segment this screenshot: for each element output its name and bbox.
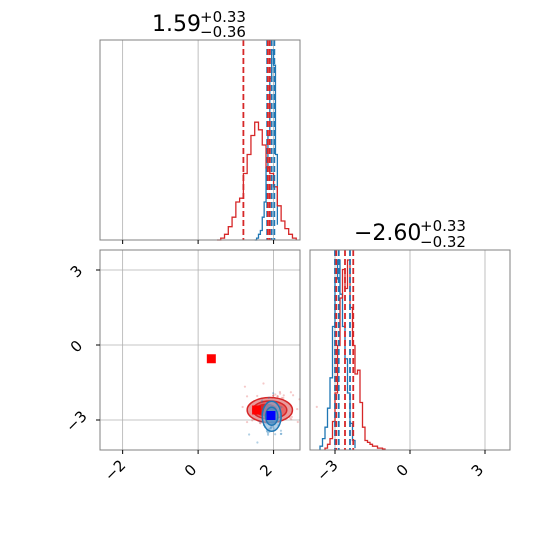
blue-scatter-point [248,433,251,436]
p1-hist-series-1 [216,121,297,241]
blue-scatter-point [279,432,282,436]
blue-scatter-point [279,429,283,432]
joint-y-tick-label: 0 [67,337,86,356]
red-scatter-point [241,405,244,409]
truth-marker [206,354,216,364]
param1-title-value: 1.59 [152,12,201,37]
joint-x-tick-label: −2 [101,456,129,484]
joint-x-tick-label: 0 [181,461,200,480]
p2-hist-series-1 [324,259,386,450]
blue-scatter-point [266,430,269,433]
blue-scatter-point [267,396,270,399]
blue-scatter-point [260,400,263,404]
red-scatter-point [296,407,299,411]
param1-title-sub: −0.36 [200,23,246,41]
red-scatter-point [315,405,318,409]
red-scatter-point [276,395,279,398]
blue-scatter-point [274,433,277,436]
blue-scatter-point [256,441,259,444]
p2-x-tick-label: 0 [393,461,412,480]
red-scatter-point [274,393,277,396]
blue-scatter-point [272,392,275,395]
param1-title: 1.59 [152,12,201,37]
red-scatter-point [279,392,282,395]
red-scatter-point [296,420,299,424]
red-scatter-point [282,394,285,397]
blue-scatter-point [280,406,283,409]
param2-title-sup: +0.33 [420,217,466,235]
red-scatter-point [251,419,254,422]
red-scatter-point [290,418,293,421]
param1-histogram-panel [99,39,301,244]
red-scatter-point [272,394,275,397]
joint-x-tick-label: 2 [256,461,275,480]
param2-histogram-panel: −3 0 3 [309,249,511,485]
red-scatter-point [290,415,293,419]
truth-marker [266,411,276,420]
red-scatter-point [276,395,279,398]
p2-x-tick-label: 3 [468,461,487,480]
p1-frame [99,39,301,241]
blue-scatter-point [266,432,270,435]
red-scatter-point [243,385,247,388]
red-scatter-point [262,382,265,385]
red-scatter-point [292,394,295,397]
red-scatter-point [289,391,292,394]
red-scatter-point [278,390,282,394]
param2-title: −2.60 [354,221,421,246]
red-scatter-point [245,420,249,424]
param1-title-sup: +0.33 [200,8,246,26]
joint-scatter-panel: −2 0 2 3 0 −3 [62,249,318,485]
blue-scatter-point [280,432,283,435]
blue-scatter-point [261,399,264,402]
joint-frame [99,249,301,451]
blue-scatter-point [258,420,261,423]
red-scatter-point [256,394,259,398]
red-scatter-point [259,422,262,425]
red-scatter-point [245,395,249,398]
param2-title-value: −2.60 [354,221,421,246]
truth-marker [252,405,262,415]
blue-scatter-point [266,433,270,436]
red-scatter-point [258,421,262,425]
joint-y-tick-label: −3 [62,407,90,435]
joint-y-tick-label: 3 [67,262,86,281]
p2-x-tick-label: −3 [313,456,341,484]
red-scatter-point [272,394,275,397]
red-scatter-point [282,396,285,399]
param2-title-sub: −0.32 [420,233,466,251]
